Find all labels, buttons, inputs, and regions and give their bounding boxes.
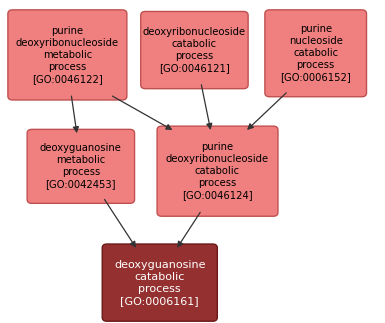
Text: deoxyguanosine
catabolic
process
[GO:0006161]: deoxyguanosine catabolic process [GO:000… — [114, 260, 206, 306]
FancyBboxPatch shape — [102, 244, 217, 321]
Text: purine
nucleoside
catabolic
process
[GO:0006152]: purine nucleoside catabolic process [GO:… — [280, 24, 351, 82]
Text: deoxyguanosine
metabolic
process
[GO:0042453]: deoxyguanosine metabolic process [GO:004… — [40, 143, 122, 189]
Text: purine
deoxyribonucleoside
metabolic
process
[GO:0046122]: purine deoxyribonucleoside metabolic pro… — [16, 26, 119, 84]
FancyBboxPatch shape — [141, 12, 248, 89]
FancyBboxPatch shape — [8, 10, 127, 100]
FancyBboxPatch shape — [265, 10, 367, 97]
FancyBboxPatch shape — [27, 130, 135, 203]
FancyBboxPatch shape — [157, 126, 278, 216]
Text: deoxyribonucleoside
catabolic
process
[GO:0046121]: deoxyribonucleoside catabolic process [G… — [143, 27, 246, 73]
Text: purine
deoxyribonucleoside
catabolic
process
[GO:0046124]: purine deoxyribonucleoside catabolic pro… — [166, 142, 269, 200]
